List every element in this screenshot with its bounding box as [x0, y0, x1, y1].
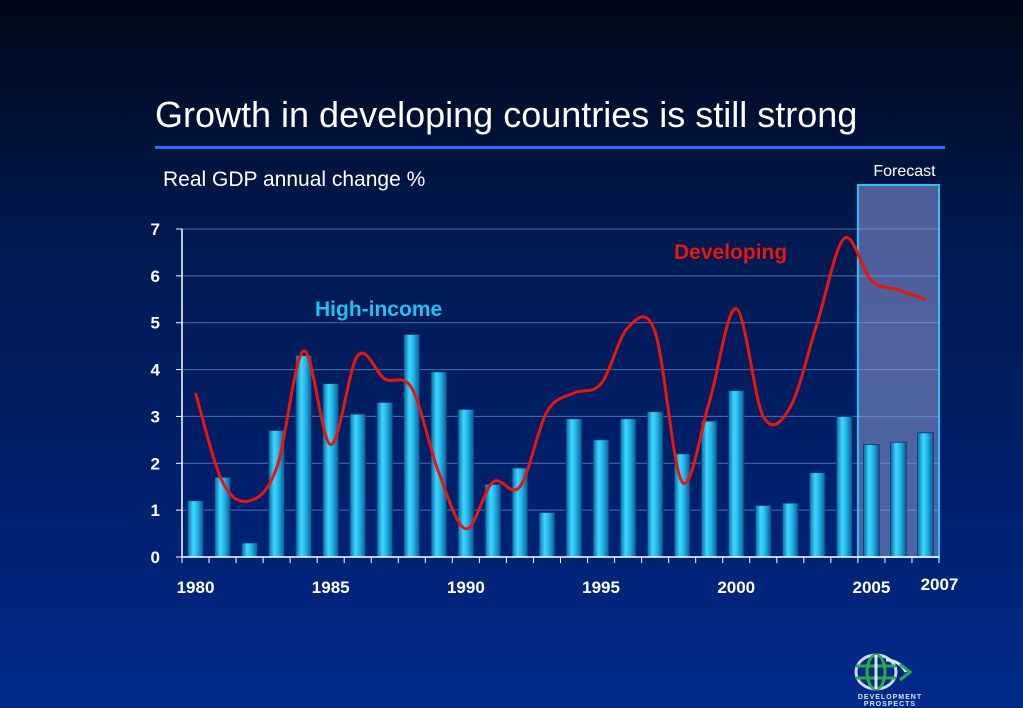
bar-high-income — [403, 334, 421, 558]
page-title: Growth in developing countries is still … — [155, 94, 858, 135]
label-high-income: High-income — [315, 298, 442, 321]
y-tick-label: 2 — [151, 454, 160, 473]
bar-high-income — [295, 355, 312, 558]
y-axis-title: Real GDP annual change % — [163, 168, 426, 191]
y-tick-label: 5 — [151, 314, 160, 333]
bar-high-income — [592, 439, 610, 558]
y-tick-label: 7 — [151, 220, 160, 239]
y-tick-label: 1 — [151, 501, 160, 520]
x-tick-label: 1980 — [177, 578, 215, 597]
bar-high-income — [187, 500, 204, 558]
bar-high-income — [376, 401, 394, 558]
bar-high-income — [782, 502, 799, 558]
bar-high-income — [755, 505, 772, 558]
bar-high-income — [349, 413, 366, 558]
bar-high-income — [700, 420, 718, 558]
bar-high-income — [511, 467, 529, 558]
x-tick-label: 1985 — [312, 578, 350, 597]
x-tick-label: 1990 — [447, 578, 485, 597]
bar-high-income — [646, 411, 664, 558]
label-developing: Developing — [674, 241, 787, 264]
bar-high-income — [890, 441, 907, 558]
bar-high-income — [322, 383, 339, 558]
logo-text: DEVELOPMENT PROSPECTS — [857, 694, 923, 708]
x-tick-label: 2007 — [921, 575, 959, 594]
bar-high-income — [863, 444, 880, 558]
x-tick-label: 1995 — [582, 578, 620, 597]
bar-high-income — [836, 416, 853, 558]
bar-high-income — [809, 472, 826, 558]
bar-high-income — [457, 408, 475, 558]
bar-high-income — [430, 371, 448, 558]
bar-high-income — [619, 418, 637, 558]
bar-high-income — [565, 418, 583, 558]
y-tick-label: 6 — [151, 267, 160, 286]
bar-high-income — [917, 432, 934, 558]
bar-high-income — [727, 390, 745, 558]
x-tick-label: 2005 — [852, 578, 890, 597]
bar-high-income — [484, 483, 502, 558]
title-divider — [155, 146, 945, 149]
globe-icon — [854, 653, 913, 691]
development-prospects-logo: DEVELOPMENT PROSPECTS — [840, 650, 940, 708]
y-tick-label: 4 — [151, 361, 161, 380]
x-tick-label: 2000 — [717, 578, 755, 597]
y-tick-label: 3 — [151, 407, 160, 426]
forecast-label: Forecast — [873, 163, 936, 180]
bar-high-income — [538, 512, 556, 558]
line-developing — [194, 236, 926, 531]
bar-high-income — [241, 542, 258, 558]
y-tick-label: 0 — [151, 548, 160, 567]
